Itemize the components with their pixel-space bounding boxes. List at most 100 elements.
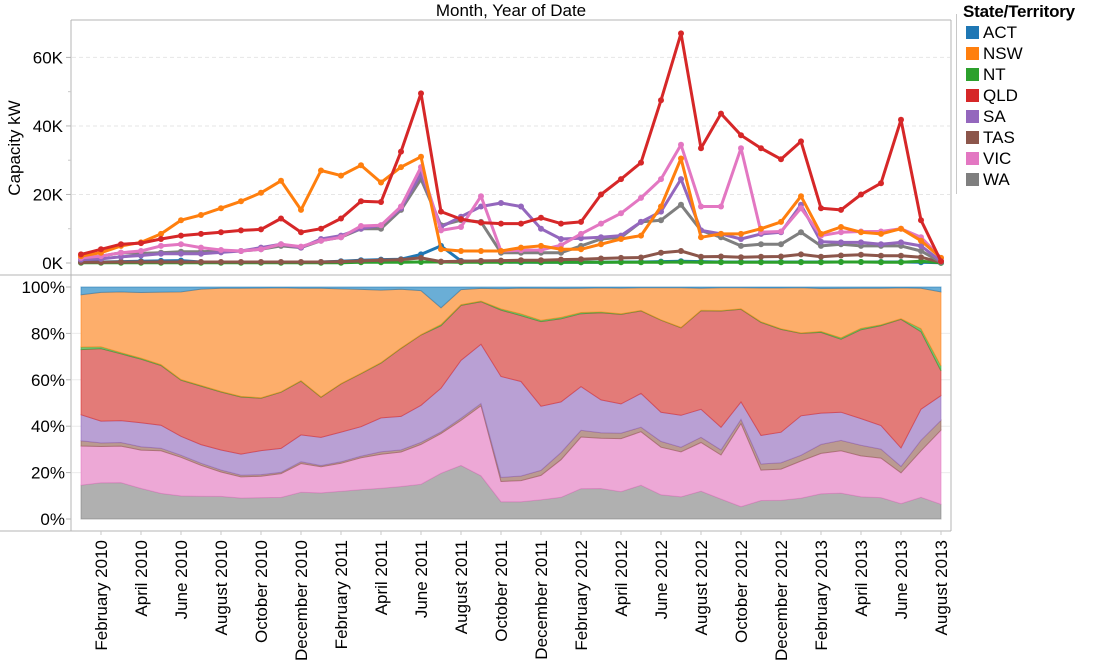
point-qld[interactable] [518, 220, 524, 227]
point-vic[interactable] [278, 241, 284, 248]
point-nsw[interactable] [338, 172, 344, 179]
point-tas[interactable] [238, 259, 244, 265]
point-nsw[interactable] [278, 177, 284, 184]
point-vic[interactable] [218, 247, 224, 253]
point-qld[interactable] [698, 145, 704, 152]
point-sa[interactable] [838, 239, 844, 246]
point-nsw[interactable] [638, 232, 644, 239]
point-tas[interactable] [298, 259, 304, 265]
point-vic[interactable] [358, 223, 364, 229]
point-nsw[interactable] [898, 225, 904, 232]
point-sa[interactable] [678, 176, 684, 183]
point-sa[interactable] [138, 252, 144, 259]
point-vic[interactable] [298, 243, 304, 250]
point-nt[interactable] [758, 259, 764, 266]
point-vic[interactable] [698, 203, 704, 210]
point-qld[interactable] [198, 230, 204, 237]
point-nt[interactable] [618, 259, 624, 266]
point-nsw[interactable] [198, 212, 204, 218]
point-tas[interactable] [218, 259, 224, 265]
point-tas[interactable] [198, 259, 204, 265]
point-qld[interactable] [338, 215, 344, 222]
point-sa[interactable] [518, 203, 524, 210]
point-qld[interactable] [78, 251, 84, 258]
point-vic[interactable] [238, 248, 244, 254]
point-vic[interactable] [338, 234, 344, 241]
point-qld[interactable] [798, 138, 804, 145]
point-nt[interactable] [858, 259, 864, 265]
point-nsw[interactable] [878, 230, 884, 237]
point-qld[interactable] [118, 241, 124, 248]
point-vic[interactable] [258, 246, 264, 253]
point-nt[interactable] [718, 259, 724, 266]
point-wa[interactable] [658, 217, 664, 224]
point-nsw[interactable] [418, 153, 424, 160]
legend-item-nsw[interactable]: NSW [962, 43, 1102, 64]
point-vic[interactable] [158, 242, 164, 249]
point-qld[interactable] [478, 219, 484, 226]
point-wa[interactable] [918, 248, 924, 254]
point-nsw[interactable] [818, 230, 824, 237]
point-vic[interactable] [658, 176, 664, 183]
point-sa[interactable] [198, 250, 204, 257]
point-nt[interactable] [838, 259, 844, 265]
point-tas[interactable] [118, 259, 124, 265]
legend-item-wa[interactable]: WA [962, 169, 1102, 190]
point-qld[interactable] [298, 229, 304, 236]
point-tas[interactable] [258, 259, 264, 265]
point-wa[interactable] [678, 201, 684, 208]
point-qld[interactable] [218, 229, 224, 236]
point-sa[interactable] [158, 250, 164, 257]
point-tas[interactable] [418, 254, 424, 261]
legend-item-nt[interactable]: NT [962, 64, 1102, 85]
point-vic[interactable] [838, 229, 844, 236]
point-tas[interactable] [498, 257, 504, 264]
point-vic[interactable] [198, 244, 204, 251]
point-tas[interactable] [358, 257, 364, 264]
point-nt[interactable] [818, 259, 824, 266]
point-nt[interactable] [778, 259, 784, 266]
point-qld[interactable] [718, 110, 724, 117]
point-vic[interactable] [318, 237, 324, 244]
point-qld[interactable] [378, 199, 384, 205]
point-wa[interactable] [798, 229, 804, 236]
point-qld[interactable] [418, 90, 424, 97]
point-tas[interactable] [798, 251, 804, 258]
point-tas[interactable] [398, 256, 404, 263]
point-nsw[interactable] [538, 242, 544, 249]
point-qld[interactable] [898, 116, 904, 123]
point-qld[interactable] [618, 176, 624, 183]
point-sa[interactable] [498, 200, 504, 206]
point-tas[interactable] [758, 253, 764, 260]
point-nsw[interactable] [458, 248, 464, 254]
point-tas[interactable] [138, 259, 144, 265]
point-nt[interactable] [658, 259, 664, 266]
point-vic[interactable] [378, 222, 384, 229]
point-nsw[interactable] [658, 203, 664, 210]
point-nt[interactable] [698, 259, 704, 266]
point-nt[interactable] [878, 259, 884, 266]
point-vic[interactable] [578, 230, 584, 237]
point-qld[interactable] [278, 215, 284, 222]
point-tas[interactable] [598, 255, 604, 262]
point-sa[interactable] [878, 241, 884, 248]
point-nsw[interactable] [438, 246, 444, 253]
point-vic[interactable] [478, 193, 484, 200]
point-nsw[interactable] [298, 206, 304, 213]
point-qld[interactable] [438, 208, 444, 215]
point-qld[interactable] [258, 226, 264, 233]
point-qld[interactable] [918, 217, 924, 224]
point-tas[interactable] [618, 254, 624, 261]
point-nsw[interactable] [358, 162, 364, 169]
point-nt[interactable] [418, 259, 424, 265]
point-tas[interactable] [698, 253, 704, 260]
legend-item-qld[interactable]: QLD [962, 85, 1102, 106]
point-qld[interactable] [158, 236, 164, 242]
point-nsw[interactable] [378, 179, 384, 186]
point-vic[interactable] [738, 145, 744, 152]
point-tas[interactable] [778, 253, 784, 260]
point-nsw[interactable] [518, 244, 524, 251]
point-vic[interactable] [798, 205, 804, 212]
point-wa[interactable] [758, 241, 764, 248]
point-nsw[interactable] [238, 198, 244, 205]
